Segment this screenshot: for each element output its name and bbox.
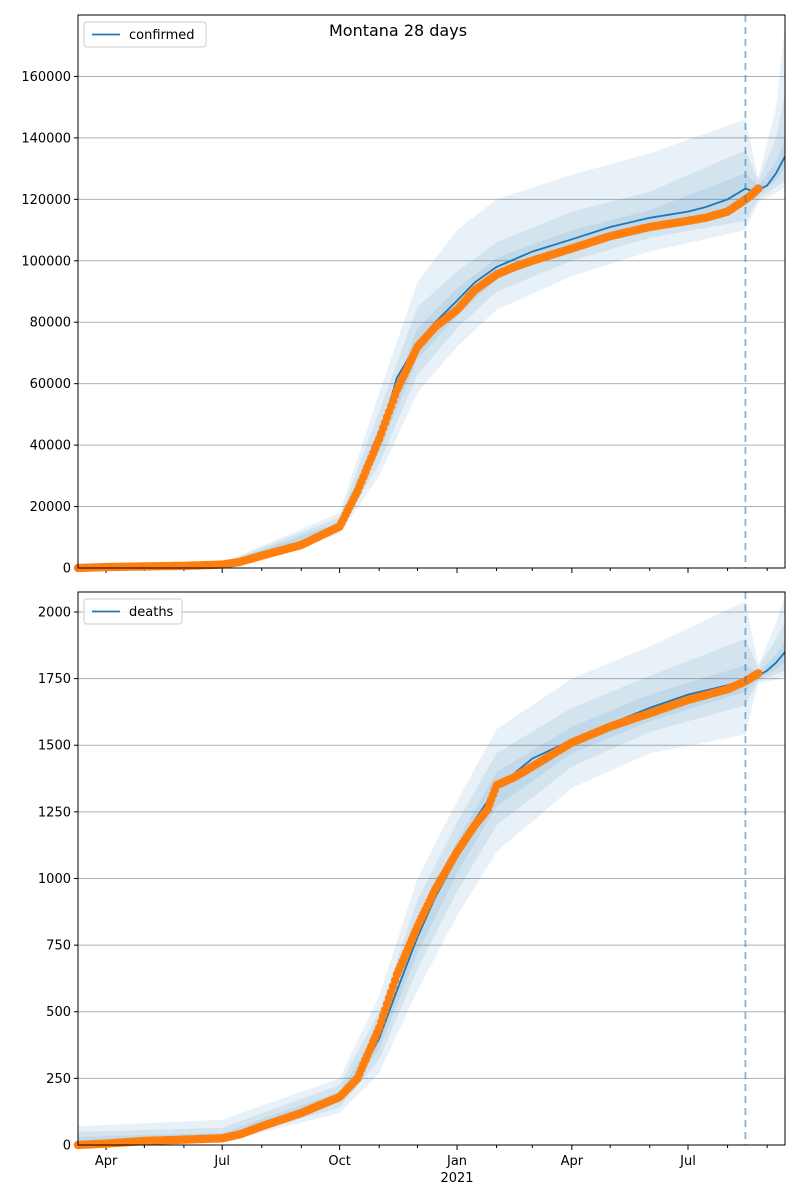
plot-frame <box>77 591 786 1146</box>
y-tick-label: 80000 <box>30 316 71 331</box>
x-tick-label: Oct <box>328 1154 350 1169</box>
figure-title: Montana 28 days <box>329 21 467 40</box>
observed-point <box>754 184 763 193</box>
uncertainty-band-middle <box>78 622 785 1145</box>
legend-label: confirmed <box>129 28 195 43</box>
y-tick-label: 750 <box>46 939 71 954</box>
uncertainty-band-outer <box>78 24 785 568</box>
y-tick-label: 1750 <box>38 672 71 687</box>
uncertainty-band-outer <box>78 596 785 1145</box>
legend-box <box>83 21 207 48</box>
confirmed-panel: 0 20000 40000 60000 80000 100000 120000 140000 1… <box>21 14 786 577</box>
y-tick-label: 140000 <box>21 131 71 146</box>
x-tick-label: Apr <box>95 1154 118 1169</box>
legend-box <box>83 598 183 625</box>
x-tick-label: Apr <box>561 1154 584 1169</box>
x-tick-label: Jul <box>213 1154 230 1169</box>
y-tick-label: 2000 <box>38 605 71 620</box>
x-year-label: 2021 <box>440 1171 473 1186</box>
y-tick-label: 1500 <box>38 739 71 754</box>
y-tick-label: 100000 <box>21 254 71 269</box>
legend: confirmed <box>83 21 207 48</box>
y-tick-label: 0 <box>63 1139 71 1154</box>
plot-frame <box>77 14 786 569</box>
y-tick-label: 160000 <box>21 70 71 85</box>
observed-point <box>754 669 763 678</box>
x-tick-label: Jul <box>679 1154 696 1169</box>
y-tick-label: 500 <box>46 1005 71 1020</box>
y-tick-label: 20000 <box>30 500 71 515</box>
y-tick-label: 60000 <box>30 377 71 392</box>
y-tick-label: 40000 <box>30 439 71 454</box>
y-tick-label: 1250 <box>38 805 71 820</box>
legend-label: deaths <box>129 605 174 620</box>
x-tick-label: Jan <box>446 1154 467 1169</box>
y-tick-label: 0 <box>63 562 71 577</box>
legend: deaths <box>83 598 183 625</box>
y-tick-label: 250 <box>46 1072 71 1087</box>
y-tick-label: 120000 <box>21 193 71 208</box>
y-tick-label: 1000 <box>38 872 71 887</box>
deaths-panel: 0 250 500 750 1000 1250 1500 1750 2000 Apr Jul Oct J… <box>38 591 786 1186</box>
